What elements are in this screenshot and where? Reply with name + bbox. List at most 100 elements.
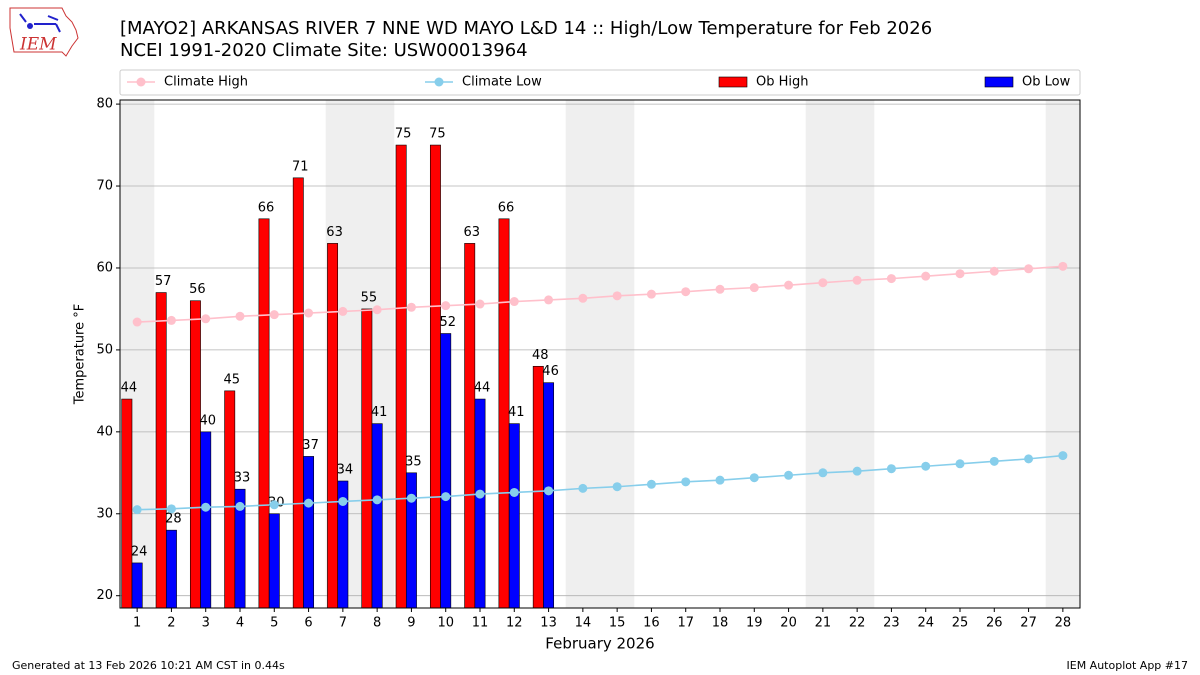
x-tick-label: 28	[1055, 616, 1072, 631]
value-label: 75	[395, 127, 412, 142]
x-tick-label: 8	[373, 616, 381, 631]
point	[304, 498, 314, 508]
point	[681, 287, 691, 297]
point	[441, 301, 451, 311]
legend-swatch	[984, 76, 1014, 88]
bar	[371, 423, 383, 609]
point	[269, 500, 279, 510]
legend-marker	[434, 77, 444, 87]
x-tick-label: 22	[849, 616, 866, 631]
point	[166, 315, 176, 325]
y-tick-label: 70	[96, 179, 113, 194]
point	[955, 269, 965, 279]
logo: IEM	[9, 7, 79, 57]
value-label: 33	[234, 471, 251, 486]
bar	[189, 300, 201, 609]
point	[475, 489, 485, 499]
point	[235, 311, 245, 321]
point	[784, 470, 794, 480]
value-label: 44	[474, 381, 491, 396]
legend-label: Climate Low	[462, 75, 542, 90]
bar	[361, 308, 373, 609]
point	[132, 317, 142, 327]
x-tick-label: 10	[437, 616, 454, 631]
point	[818, 468, 828, 478]
point	[681, 477, 691, 487]
point	[749, 473, 759, 483]
weekend-shade	[1045, 100, 1080, 608]
bar	[121, 398, 133, 609]
value-label: 75	[429, 127, 446, 142]
point	[372, 495, 382, 505]
chart-subtitle: NCEI 1991-2020 Climate Site: USW00013964	[120, 40, 528, 61]
x-tick-label: 24	[917, 616, 934, 631]
weekend-shade	[600, 100, 635, 608]
value-label: 37	[302, 438, 319, 453]
x-tick-label: 15	[609, 616, 626, 631]
point	[304, 308, 314, 318]
point	[372, 305, 382, 315]
weekend-shade	[565, 100, 600, 608]
bar	[258, 218, 270, 609]
x-tick-label: 9	[407, 616, 415, 631]
point	[166, 504, 176, 514]
value-label: 63	[326, 225, 343, 240]
point	[578, 293, 588, 303]
value-label: 24	[131, 544, 148, 559]
x-tick-label: 26	[986, 616, 1003, 631]
point	[406, 302, 416, 312]
bar	[395, 144, 407, 609]
point	[818, 278, 828, 288]
point	[989, 266, 999, 276]
point	[235, 501, 245, 511]
bar	[268, 513, 280, 609]
point	[201, 502, 211, 512]
point	[475, 299, 485, 309]
value-label: 41	[371, 405, 388, 420]
bar	[165, 529, 177, 609]
x-tick-label: 23	[883, 616, 900, 631]
point	[269, 310, 279, 320]
value-label: 35	[405, 454, 422, 469]
point	[612, 482, 622, 492]
x-tick-label: 6	[304, 616, 312, 631]
point	[715, 475, 725, 485]
x-tick-label: 11	[472, 616, 489, 631]
value-label: 55	[361, 290, 378, 305]
value-label: 34	[337, 463, 354, 478]
value-label: 45	[223, 372, 240, 387]
point	[749, 283, 759, 293]
bar	[155, 292, 167, 609]
weekend-shade	[805, 100, 840, 608]
weekend-shade	[840, 100, 875, 608]
bar	[543, 382, 555, 609]
bar	[327, 243, 339, 609]
legend-label: Ob High	[756, 75, 809, 90]
bar	[224, 390, 236, 609]
y-tick-label: 50	[96, 342, 113, 357]
x-tick-label: 5	[270, 616, 278, 631]
x-tick-label: 27	[1020, 616, 1037, 631]
value-label: 41	[508, 405, 525, 420]
y-tick-label: 30	[96, 506, 113, 521]
point	[1058, 451, 1068, 461]
value-label: 63	[463, 225, 480, 240]
point	[886, 464, 896, 474]
point	[544, 295, 554, 305]
point	[578, 483, 588, 493]
point	[784, 280, 794, 290]
x-axis-label: February 2026	[545, 635, 654, 653]
bar	[131, 562, 143, 609]
point	[955, 459, 965, 469]
y-tick-label: 40	[96, 424, 113, 439]
point	[406, 493, 416, 503]
legend-label: Ob Low	[1022, 75, 1071, 90]
value-label: 46	[542, 364, 559, 379]
x-tick-label: 25	[952, 616, 969, 631]
bar	[292, 177, 304, 609]
x-tick-label: 4	[236, 616, 244, 631]
value-label: 71	[292, 159, 309, 174]
point	[852, 275, 862, 285]
x-tick-label: 1	[133, 616, 141, 631]
